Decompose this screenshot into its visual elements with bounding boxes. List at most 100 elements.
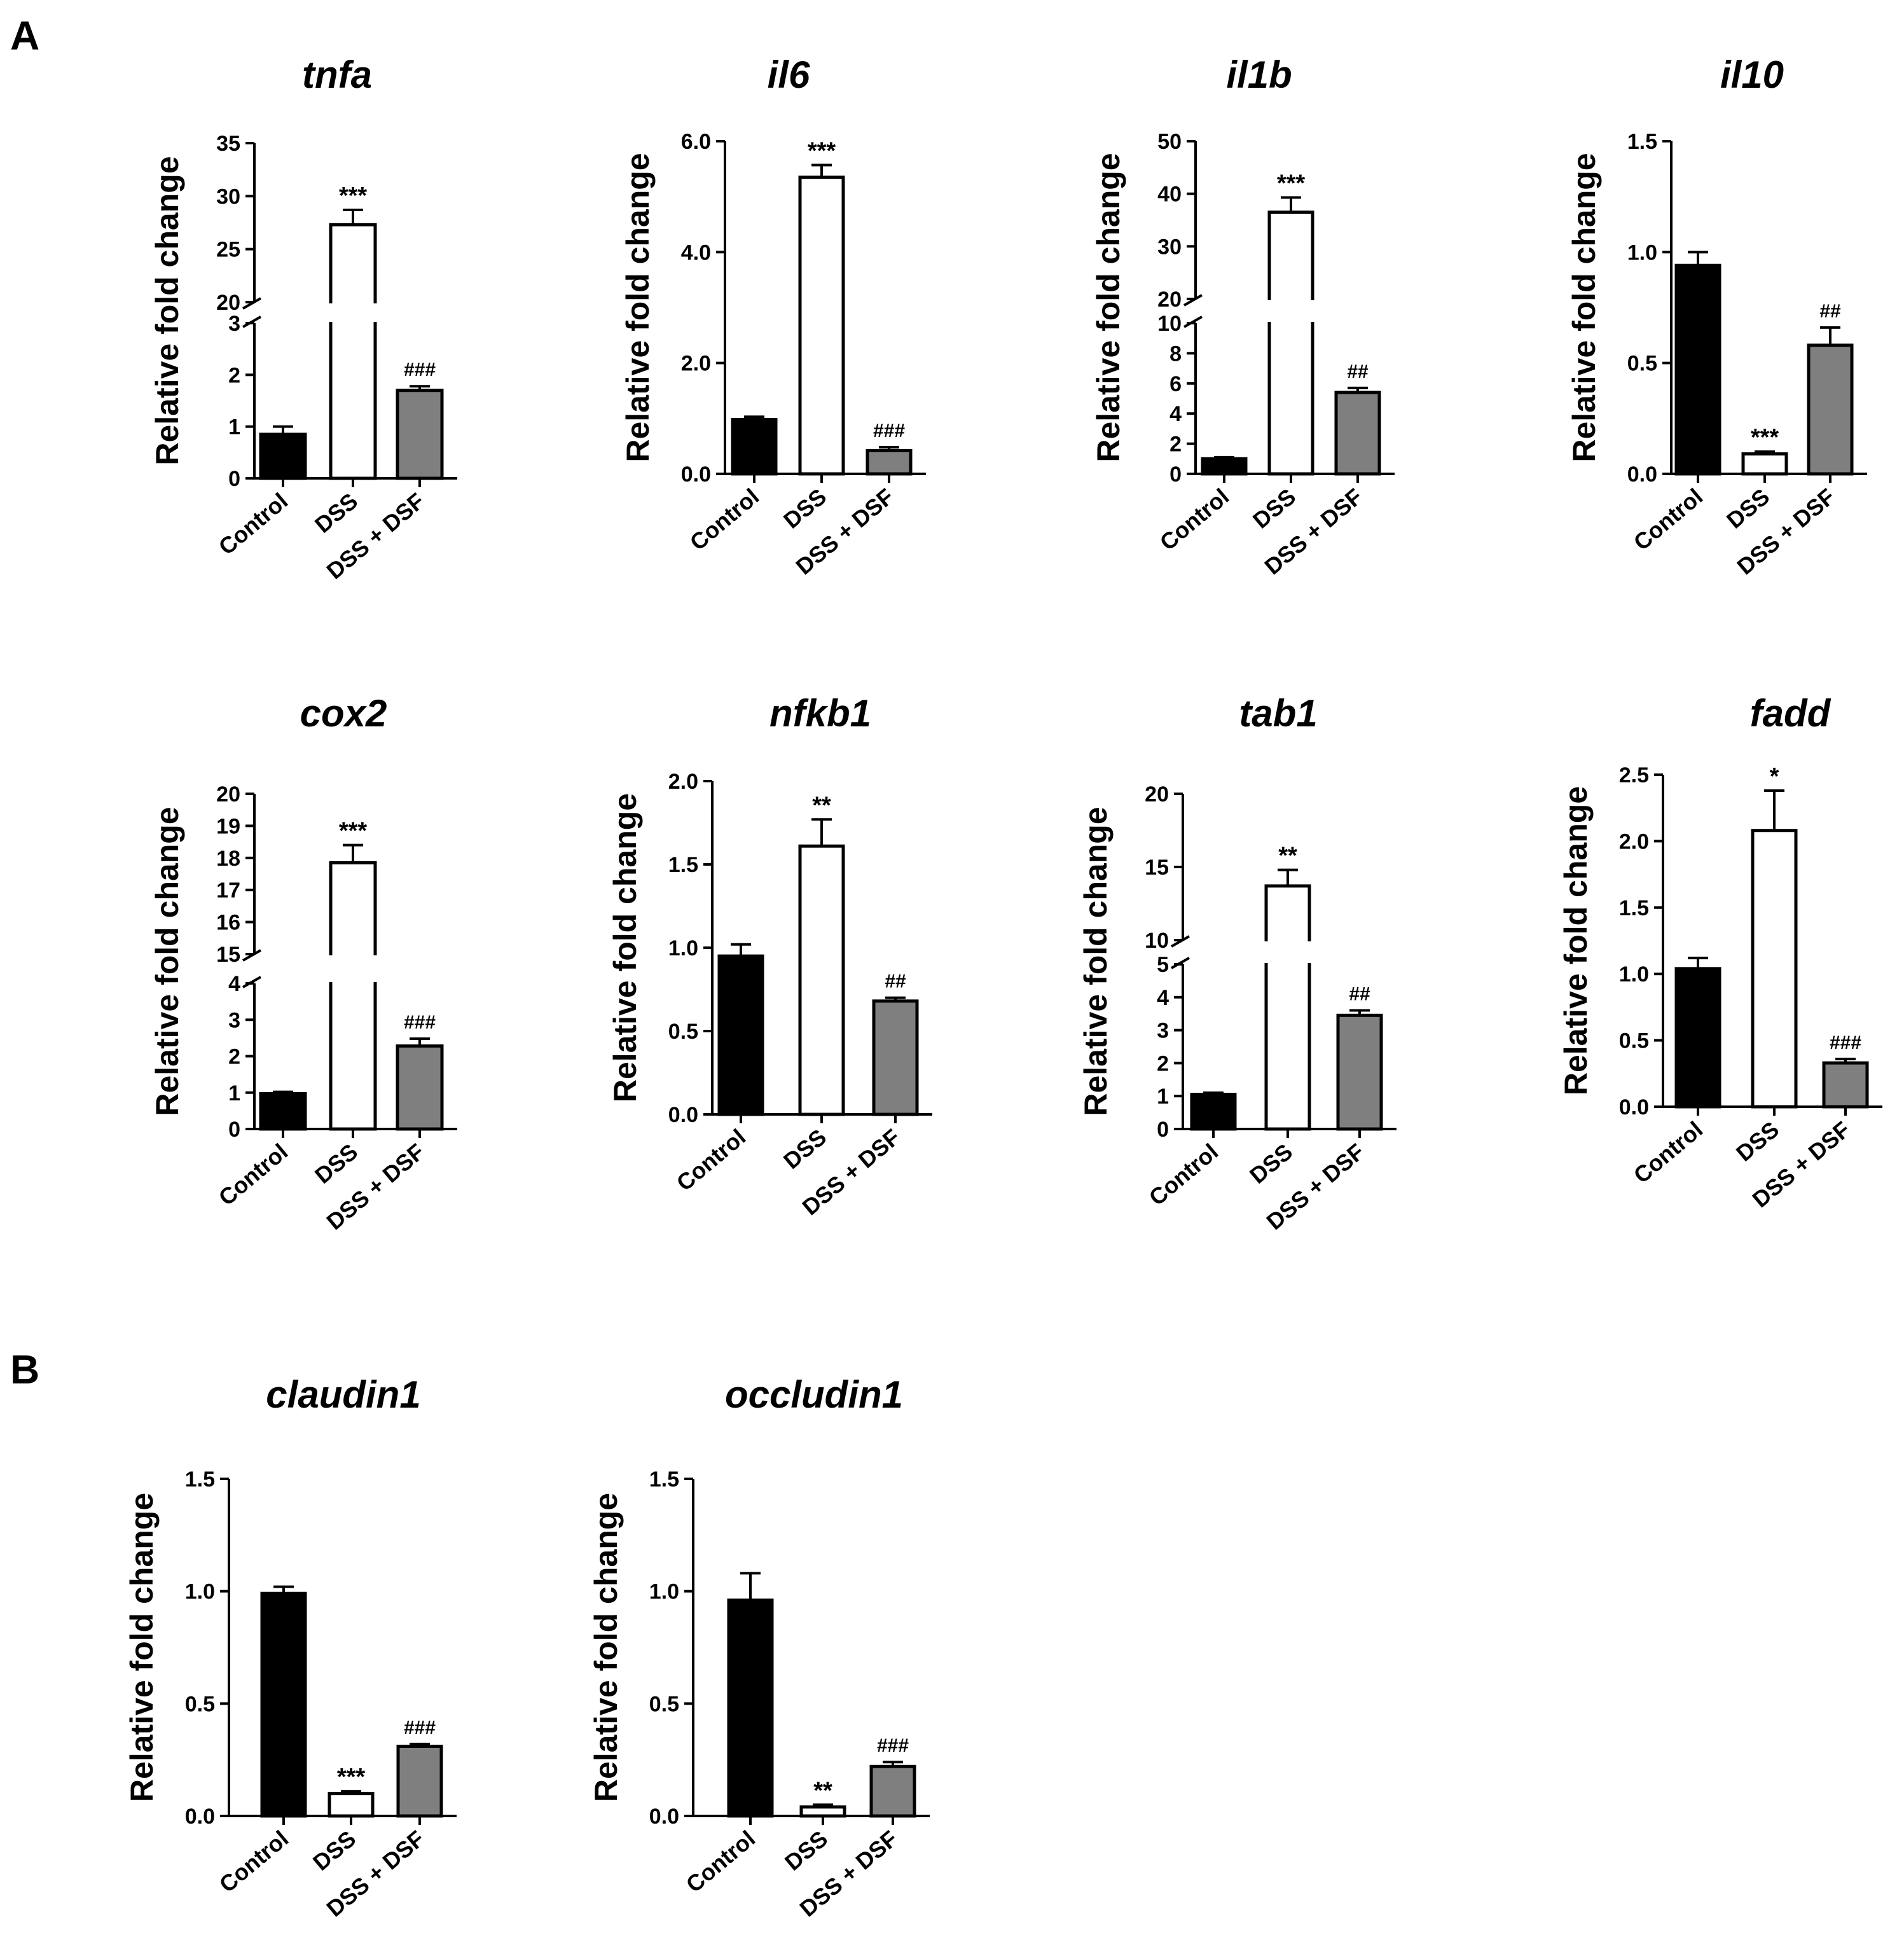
bar-control (717, 954, 764, 1116)
significance-hash: ## (1349, 984, 1370, 1005)
y-tick-label: 15 (216, 943, 240, 967)
bar-control (260, 1591, 307, 1818)
chart-tnfa: tnfa Relative fold change 0 1 2 320 25 30 35 Cont… (149, 53, 457, 584)
y-tick-label: 1.5 (185, 1467, 215, 1492)
bar-control (727, 1598, 774, 1818)
y-tick-label: 3 (1157, 1019, 1169, 1043)
y-tick-label: 1.5 (1619, 896, 1649, 920)
y-tick-label: 5 (1157, 953, 1169, 977)
significance-hash: ## (1347, 361, 1369, 382)
x-category-label: DSS (780, 1826, 832, 1876)
x-category-label: Control (214, 488, 293, 560)
x-category-label: Control (685, 483, 764, 556)
x-category-label: DSS (778, 1124, 831, 1174)
y-tick-label: 10 (1145, 929, 1169, 953)
chart-title: claudin1 (266, 1373, 420, 1416)
bar-control (1201, 457, 1248, 476)
y-tick-label: 30 (1157, 235, 1182, 259)
y-tick-label: 10 (1157, 312, 1182, 336)
bar-control (1190, 1093, 1237, 1131)
y-tick-label: 2.0 (668, 770, 698, 794)
bar-dss (798, 176, 845, 476)
chart-claudin1: claudin1 Relative fold change 0.0 0.5 1.0 1.5… (124, 1373, 457, 1922)
significance-star: *** (339, 818, 368, 845)
y-tick-label: 3 (228, 312, 240, 336)
x-category-label: Control (1144, 1139, 1223, 1211)
x-category-label: Control (214, 1826, 293, 1898)
y-tick-label: 2 (1169, 433, 1182, 457)
significance-star: ** (812, 792, 831, 819)
chart-occludin1: occludin1 Relative fold change 0.0 0.5 1.0 1.… (588, 1373, 930, 1922)
x-category-label: Control (214, 1139, 293, 1211)
x-category-label: DSS (308, 1826, 361, 1876)
y-tick-label: 20 (1145, 782, 1169, 807)
bar-dss (799, 1805, 846, 1818)
y-tick-label: 2 (1157, 1051, 1169, 1076)
chart-fadd: fadd Relative fold change 0.0 0.5 1.0 1.5 2.0 2… (1558, 692, 1882, 1212)
y-tick-label: 4.0 (681, 240, 711, 265)
bar-dss (329, 223, 377, 480)
bar-dss (328, 1792, 375, 1818)
bar-dss (329, 861, 377, 1131)
x-category-label: Control (1155, 483, 1234, 556)
y-tick-label: 0.0 (681, 462, 711, 487)
y-axis-label: Relative fold change (1078, 807, 1114, 1116)
y-tick-label: 20 (216, 291, 240, 315)
significance-hash: ### (877, 1735, 909, 1756)
bar-break-gap (1267, 300, 1315, 322)
y-axis-label: Relative fold change (1558, 786, 1594, 1095)
chart-title: fadd (1750, 692, 1832, 735)
y-tick-label: 25 (216, 238, 240, 262)
y-tick-label: 1.0 (1619, 962, 1649, 987)
y-tick-label: 0.0 (185, 1805, 215, 1829)
chart-title: tnfa (302, 53, 372, 96)
significance-star: *** (1277, 170, 1306, 197)
y-tick-label: 6.0 (681, 130, 711, 154)
y-tick-label: 0.5 (668, 1020, 698, 1044)
significance-star: *** (337, 1764, 366, 1791)
y-tick-label: 0 (228, 467, 240, 491)
y-tick-label: 2 (228, 363, 240, 387)
y-axis-label: Relative fold change (620, 153, 656, 462)
y-tick-label: 2.0 (1619, 829, 1649, 854)
chart-title: il1b (1226, 53, 1292, 96)
y-tick-label: 8 (1169, 342, 1182, 366)
significance-hash: ## (885, 971, 906, 992)
x-category-label: DSS (1721, 483, 1774, 534)
bar-dss-dsf (396, 1044, 444, 1131)
y-tick-label: 1 (1157, 1084, 1169, 1109)
y-tick-label: 0.0 (1619, 1095, 1649, 1119)
chart-title: il10 (1720, 53, 1784, 96)
x-category-label: Control (1629, 483, 1707, 556)
y-tick-label: 20 (216, 782, 240, 807)
y-tick-label: 1.0 (649, 1580, 679, 1604)
chart-il10: il10 Relative fold change 0.0 0.5 1.0 1.5 Cont… (1566, 53, 1867, 579)
bar-dss (798, 844, 845, 1116)
y-tick-label: 4 (1157, 986, 1169, 1010)
y-tick-label: 15 (1145, 856, 1169, 880)
significance-hash: ### (404, 1717, 436, 1738)
bar-dss (1264, 884, 1311, 1131)
y-axis-label: Relative fold change (149, 807, 185, 1116)
bar-dss-dsf (396, 389, 444, 480)
bar-dss-dsf (869, 1764, 916, 1818)
x-category-label: DSS (1248, 483, 1300, 534)
y-tick-label: 40 (1157, 183, 1182, 207)
bar-dss (1751, 829, 1798, 1109)
bar-control (1674, 263, 1721, 476)
bar-control (259, 433, 307, 480)
bar-dss (1267, 211, 1314, 476)
significance-hash: ### (873, 420, 905, 441)
y-tick-label: 6 (1169, 372, 1182, 396)
y-tick-label: 0 (1169, 462, 1182, 487)
significance-hash: ## (1819, 301, 1841, 322)
y-tick-label: 1.0 (1627, 240, 1657, 265)
significance-star: *** (339, 183, 368, 209)
bar-dss-dsf (872, 999, 919, 1116)
y-tick-label: 0.0 (649, 1805, 679, 1829)
bar-dss-dsf (866, 448, 913, 476)
bar-break-gap (328, 955, 378, 982)
axis-break-mark (242, 949, 261, 988)
